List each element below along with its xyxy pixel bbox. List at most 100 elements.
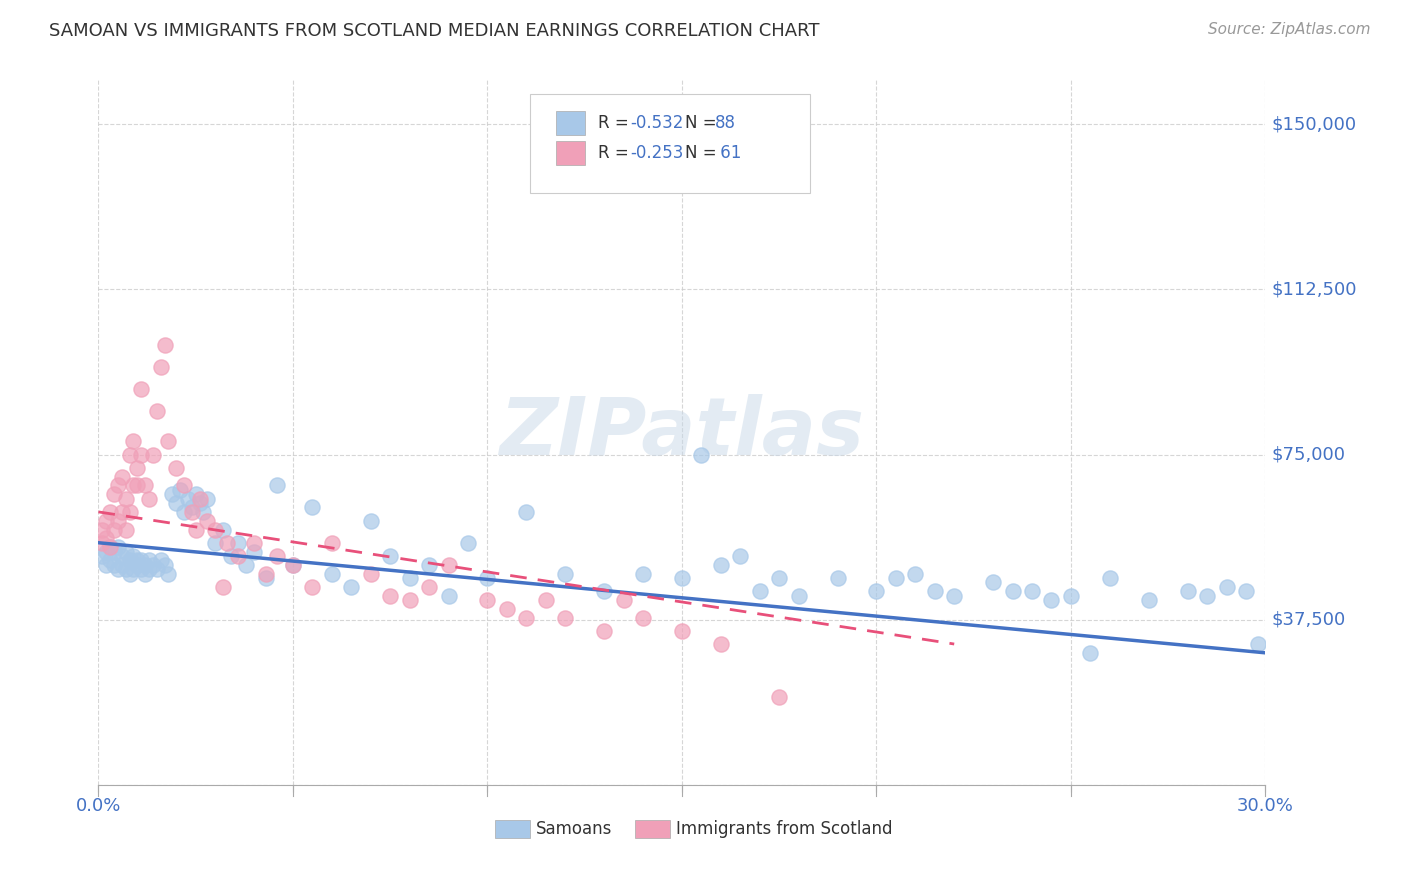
Point: [165, 496, 187, 510]
Point: [107, 478, 129, 492]
Point: [593, 584, 616, 599]
Point: [212, 580, 235, 594]
Point: [360, 514, 382, 528]
Point: [149, 553, 172, 567]
FancyBboxPatch shape: [555, 112, 585, 136]
Point: [127, 553, 149, 567]
Text: $112,500: $112,500: [1271, 280, 1357, 299]
Point: [477, 571, 499, 585]
Point: [554, 610, 576, 624]
Point: [134, 566, 156, 581]
Text: R =: R =: [598, 144, 634, 161]
Point: [114, 562, 136, 576]
Point: [91, 535, 114, 549]
Point: [865, 584, 887, 599]
Point: [204, 535, 226, 549]
Point: [98, 540, 121, 554]
Point: [111, 558, 134, 572]
Point: [631, 566, 654, 581]
Y-axis label: Median Earnings: Median Earnings: [0, 364, 8, 501]
Point: [118, 566, 141, 581]
Text: ZIPatlas: ZIPatlas: [499, 393, 865, 472]
Point: [103, 487, 125, 501]
Point: [360, 566, 382, 581]
Point: [219, 549, 242, 563]
FancyBboxPatch shape: [495, 821, 530, 838]
Point: [321, 566, 343, 581]
Point: [212, 523, 235, 537]
Point: [254, 566, 277, 581]
Point: [1234, 584, 1257, 599]
Point: [111, 549, 134, 563]
Point: [710, 637, 733, 651]
Point: [146, 403, 169, 417]
Point: [193, 505, 215, 519]
Point: [437, 558, 460, 572]
Text: $37,500: $37,500: [1271, 611, 1346, 629]
Point: [157, 434, 180, 449]
Point: [184, 487, 207, 501]
Point: [235, 558, 257, 572]
Point: [281, 558, 304, 572]
Point: [96, 514, 118, 528]
Point: [671, 624, 693, 638]
Point: [1060, 589, 1083, 603]
Point: [149, 359, 172, 374]
Point: [114, 491, 136, 506]
Point: [91, 549, 114, 563]
Point: [114, 523, 136, 537]
Point: [671, 571, 693, 585]
Point: [228, 535, 250, 549]
Point: [96, 558, 118, 572]
Point: [1080, 646, 1102, 660]
Point: [496, 601, 519, 615]
FancyBboxPatch shape: [555, 141, 585, 165]
Point: [129, 553, 152, 567]
Point: [281, 558, 304, 572]
Point: [173, 478, 195, 492]
Point: [134, 558, 156, 572]
Text: N =: N =: [685, 144, 723, 161]
Point: [138, 562, 160, 576]
Point: [165, 461, 187, 475]
Point: [129, 448, 152, 462]
Point: [515, 505, 537, 519]
Point: [243, 544, 266, 558]
Text: Source: ZipAtlas.com: Source: ZipAtlas.com: [1208, 22, 1371, 37]
Point: [398, 593, 420, 607]
Point: [118, 553, 141, 567]
Point: [96, 532, 118, 546]
Point: [122, 478, 145, 492]
Point: [1021, 584, 1043, 599]
Text: $75,000: $75,000: [1271, 446, 1346, 464]
Point: [1246, 637, 1268, 651]
Text: -0.532: -0.532: [630, 114, 683, 132]
Point: [107, 562, 129, 576]
Point: [243, 535, 266, 549]
Point: [748, 584, 770, 599]
Point: [534, 593, 557, 607]
Point: [631, 610, 654, 624]
Point: [138, 491, 160, 506]
Point: [103, 544, 125, 558]
Point: [301, 580, 323, 594]
Text: Immigrants from Scotland: Immigrants from Scotland: [676, 821, 893, 838]
Point: [98, 505, 121, 519]
Point: [613, 593, 636, 607]
Point: [173, 505, 195, 519]
Point: [398, 571, 420, 585]
Point: [924, 584, 946, 599]
Point: [768, 690, 790, 704]
Text: 61: 61: [714, 144, 741, 161]
Point: [118, 505, 141, 519]
Point: [184, 523, 207, 537]
Point: [129, 562, 152, 576]
Point: [107, 514, 129, 528]
FancyBboxPatch shape: [530, 95, 810, 193]
Point: [138, 553, 160, 567]
Point: [228, 549, 250, 563]
Point: [1040, 593, 1063, 607]
Point: [884, 571, 907, 585]
Point: [195, 491, 218, 506]
Point: [981, 575, 1004, 590]
